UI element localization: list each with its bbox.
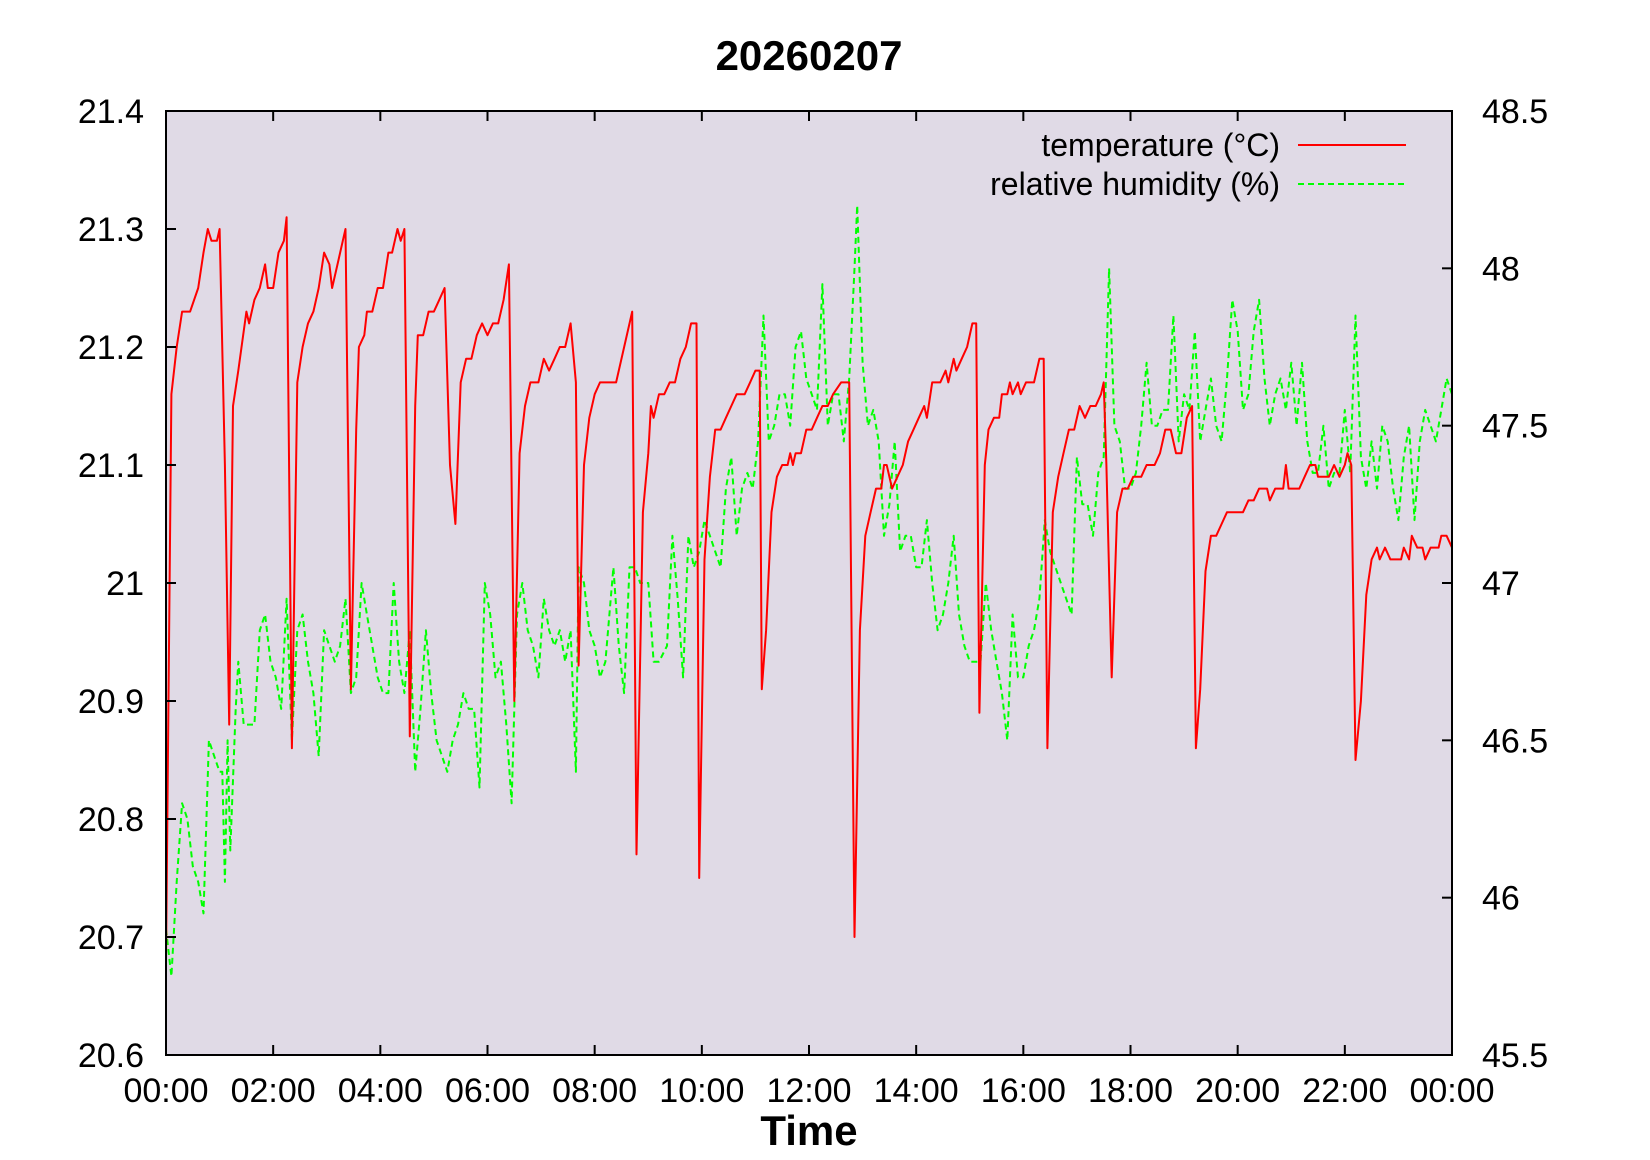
x-tick-label: 12:00 [766, 1072, 851, 1110]
x-tick-label: 08:00 [552, 1072, 637, 1110]
x-axis-title: Time [760, 1107, 857, 1154]
x-tick-label: 06:00 [445, 1072, 530, 1110]
y-left-tick-label: 21.4 [78, 93, 144, 131]
x-tick-label: 02:00 [231, 1072, 316, 1110]
y-right-tick-label: 46 [1482, 880, 1520, 918]
x-tick-label: 00:00 [1409, 1072, 1494, 1110]
y-left-tick-label: 21 [106, 565, 144, 603]
x-tick-label: 18:00 [1088, 1072, 1173, 1110]
x-tick-label: 22:00 [1302, 1072, 1387, 1110]
legend: temperature (°C)relative humidity (%) [990, 127, 1406, 202]
y-right-tick-label: 48.5 [1482, 93, 1548, 131]
x-tick-label: 04:00 [338, 1072, 423, 1110]
ticks-layer: 00:00 02:00 04:00 06:00 08:00 10:00 12:00 14:00… [78, 93, 1548, 1110]
y-left-tick-label: 20.9 [78, 683, 144, 721]
y-left-tick-label: 21.2 [78, 329, 144, 367]
legend-label-humidity: relative humidity (%) [990, 166, 1280, 202]
plot-area [166, 111, 1452, 1055]
y-left-tick-label: 20.8 [78, 801, 144, 839]
x-tick-label: 16:00 [981, 1072, 1066, 1110]
y-left-tick-label: 20.7 [78, 919, 144, 957]
x-tick-label: 20:00 [1195, 1072, 1280, 1110]
series-layer [165, 204, 1453, 978]
y-left-tick-label: 21.1 [78, 447, 144, 485]
temperature-series-line [165, 216, 1453, 961]
y-right-tick-label: 48 [1482, 250, 1520, 288]
legend-label-temperature: temperature (°C) [1041, 127, 1280, 163]
y-right-tick-label: 47 [1482, 565, 1520, 603]
y-right-tick-label: 47.5 [1482, 408, 1548, 446]
y-left-tick-label: 20.6 [78, 1037, 144, 1075]
y-left-tick-label: 21.3 [78, 211, 144, 249]
x-tick-label: 14:00 [874, 1072, 959, 1110]
x-tick-label: 00:00 [123, 1072, 208, 1110]
y-right-tick-label: 46.5 [1482, 722, 1548, 760]
y-right-tick-label: 45.5 [1482, 1037, 1548, 1075]
x-tick-label: 10:00 [659, 1072, 744, 1110]
chart-title: 20260207 [716, 32, 903, 79]
